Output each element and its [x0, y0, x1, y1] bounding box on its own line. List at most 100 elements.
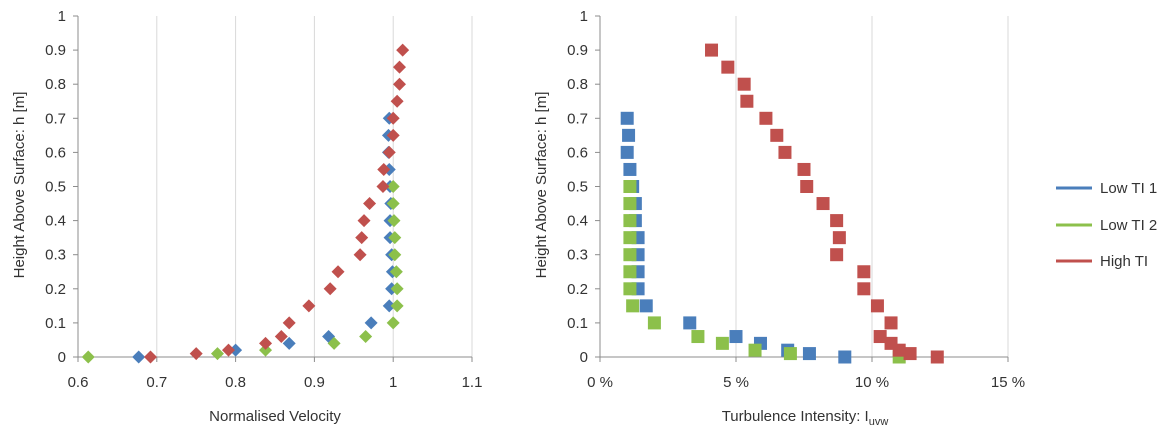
- turbulence-y-tick-label: 0.3: [567, 247, 588, 264]
- turbulence-point-low-ti-1: [622, 128, 636, 142]
- velocity-point-high-ti: [282, 316, 296, 330]
- turbulence-x-axis-title: Turbulence Intensity: Iuvw: [722, 408, 889, 427]
- turbulence-y-tick-label: 0.2: [567, 281, 588, 298]
- turbulence-y-tick-label: 0.8: [567, 76, 588, 93]
- turbulence-point-high-ti: [740, 94, 754, 108]
- turbulence-y-tick-label: 0.9: [567, 42, 588, 59]
- velocity-point-low-ti-2: [386, 197, 400, 211]
- turbulence-y-tick-label: 1: [580, 8, 588, 25]
- turbulence-point-high-ti: [705, 43, 719, 57]
- turbulence-point-high-ti: [816, 197, 830, 211]
- turbulence-point-low-ti-2: [623, 231, 637, 245]
- velocity-point-low-ti-1: [229, 343, 243, 357]
- velocity-point-low-ti-2: [386, 316, 400, 330]
- velocity-point-high-ti: [382, 145, 396, 159]
- turbulence-markers: [620, 43, 944, 364]
- turbulence-point-high-ti: [884, 336, 898, 350]
- turbulence-point-low-ti-2: [623, 248, 637, 262]
- velocity-point-high-ti: [302, 299, 316, 313]
- velocity-y-tick-label: 0.6: [45, 144, 66, 161]
- legend-item-low-ti-1: Low TI 1: [1056, 180, 1157, 197]
- turbulence-point-low-ti-2: [647, 316, 661, 330]
- turbulence-point-low-ti-2: [626, 299, 640, 313]
- turbulence-point-low-ti-2: [623, 265, 637, 279]
- velocity-gridlines: [156, 16, 473, 357]
- velocity-tick-labels: 0.6 0.7 0.8 0.9 1 1.1 0 0.1 0.2 0.3 0.4 0.5 0.6 0.7 0.…: [45, 8, 482, 391]
- velocity-point-high-ti: [386, 128, 400, 142]
- turbulence-point-low-ti-2: [623, 180, 637, 193]
- turbulence-y-tick-label: 0.7: [567, 110, 588, 127]
- velocity-y-tick-label: 0.4: [45, 213, 66, 230]
- turbulence-point-high-ti: [857, 265, 871, 279]
- turbulence-point-low-ti-1: [729, 330, 743, 344]
- legend-label-low-ti-1: Low TI 1: [1100, 180, 1157, 197]
- velocity-point-low-ti-2: [390, 299, 404, 313]
- turbulence-point-high-ti: [830, 214, 844, 228]
- turbulence-x-tick-label: 10 %: [855, 374, 889, 391]
- legend-item-high-ti: High TI: [1056, 253, 1148, 270]
- velocity-point-low-ti-2: [327, 336, 341, 350]
- velocity-series-high-ti: [143, 43, 410, 364]
- turbulence-point-low-ti-1: [802, 347, 816, 361]
- turbulence-point-low-ti-1: [623, 162, 637, 176]
- velocity-point-high-ti: [363, 197, 377, 211]
- legend-label-high-ti: High TI: [1100, 253, 1148, 270]
- turbulence-point-high-ti: [930, 350, 944, 364]
- legend-label-low-ti-2: Low TI 2: [1100, 217, 1157, 234]
- turbulence-tick-labels: 0 % 5 % 10 % 15 % 0 0.1 0.2 0.3 0.4 0.5 0.6 0.7 0.8 0…: [567, 8, 1025, 391]
- velocity-y-tick-label: 0.5: [45, 179, 66, 196]
- turbulence-point-low-ti-1: [620, 145, 634, 159]
- velocity-point-high-ti: [222, 343, 236, 357]
- velocity-y-tick-label: 0.1: [45, 315, 66, 332]
- turbulence-point-low-ti-2: [691, 330, 705, 344]
- velocity-point-low-ti-1: [132, 350, 146, 364]
- turbulence-point-high-ti: [857, 282, 871, 296]
- turbulence-point-low-ti-1: [838, 350, 852, 364]
- turbulence-point-high-ti: [759, 111, 773, 125]
- turbulence-point-high-ti: [737, 77, 751, 91]
- velocity-point-high-ti: [377, 162, 391, 176]
- turbulence-point-low-ti-2: [748, 343, 762, 357]
- velocity-point-low-ti-2: [390, 282, 404, 296]
- turbulence-point-high-ti: [884, 316, 898, 330]
- turbulence-chart: 0 % 5 % 10 % 15 % 0 0.1 0.2 0.3 0.4 0.5 0.6 0.7 0.8 0…: [533, 8, 1025, 427]
- turbulence-y-tick-label: 0.4: [567, 213, 588, 230]
- velocity-x-tick-label: 0.8: [225, 374, 246, 391]
- velocity-chart: 0.6 0.7 0.8 0.9 1 1.1 0 0.1 0.2 0.3 0.4 0.5 0.6 0.7 0.…: [11, 8, 482, 425]
- velocity-point-low-ti-1: [282, 336, 296, 350]
- velocity-x-tick-label: 0.7: [146, 374, 167, 391]
- legend: Low TI 1 Low TI 2 High TI: [1056, 180, 1157, 270]
- velocity-point-high-ti: [274, 330, 288, 344]
- velocity-point-low-ti-2: [259, 343, 273, 357]
- turbulence-y-tick-label: 0.1: [567, 315, 588, 332]
- velocity-markers: [81, 43, 410, 364]
- turbulence-point-low-ti-2: [623, 214, 637, 228]
- turbulence-point-high-ti: [800, 180, 814, 193]
- turbulence-x-tick-label: 15 %: [991, 374, 1025, 391]
- velocity-point-high-ti: [390, 94, 404, 108]
- turbulence-point-low-ti-1: [639, 299, 653, 313]
- velocity-y-tick-label: 0: [58, 349, 66, 366]
- turbulence-y-tick-label: 0.5: [567, 179, 588, 196]
- turbulence-x-axis-title-main: Turbulence Intensity: I: [722, 408, 869, 425]
- turbulence-point-low-ti-1: [683, 316, 697, 330]
- velocity-point-high-ti: [393, 60, 407, 74]
- velocity-y-tick-label: 0.9: [45, 42, 66, 59]
- velocity-point-low-ti-2: [387, 214, 401, 228]
- velocity-point-low-ti-2: [388, 248, 402, 262]
- velocity-point-high-ti: [189, 347, 203, 361]
- velocity-point-low-ti-2: [81, 350, 95, 364]
- velocity-point-high-ti: [376, 180, 390, 193]
- velocity-point-low-ti-2: [359, 330, 373, 344]
- velocity-x-axis-title: Normalised Velocity: [209, 408, 341, 425]
- velocity-y-tick-label: 0.7: [45, 110, 66, 127]
- velocity-point-low-ti-2: [386, 180, 400, 193]
- velocity-y-tick-label: 0.8: [45, 76, 66, 93]
- velocity-point-high-ti: [393, 77, 407, 91]
- velocity-axes: [73, 15, 473, 362]
- turbulence-y-tick-label: 0.6: [567, 144, 588, 161]
- turbulence-series-high-ti: [705, 43, 944, 364]
- velocity-point-low-ti-2: [210, 347, 224, 361]
- velocity-y-tick-label: 1: [58, 8, 66, 25]
